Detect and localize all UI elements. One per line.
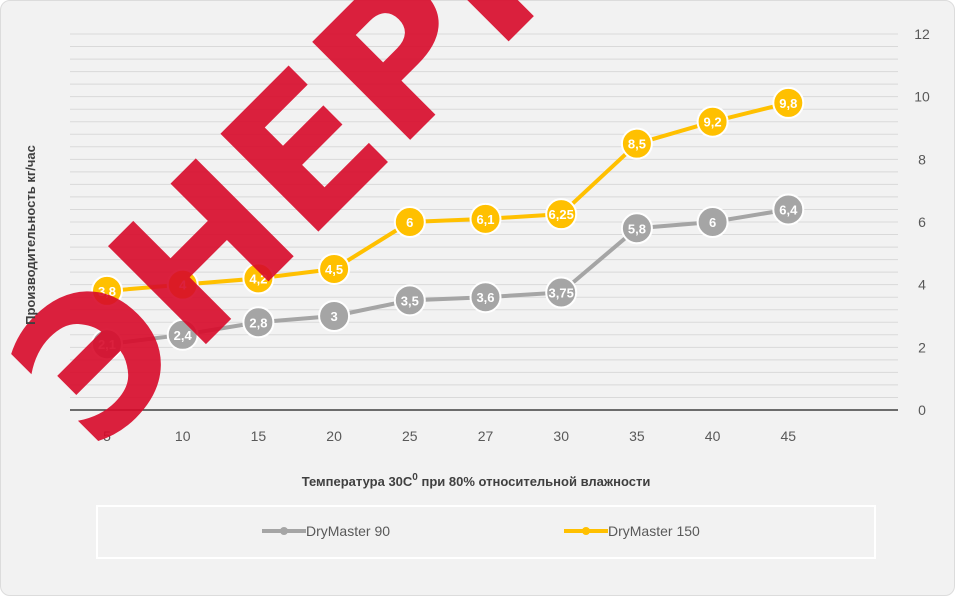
series-line	[106, 207, 789, 347]
legend-box	[96, 505, 876, 559]
x-tick-label: 27	[478, 428, 494, 444]
data-point	[318, 300, 351, 332]
data-point	[545, 276, 578, 309]
x-axis-ticks: 5 10 15 20 25 27 30 35 40 45	[103, 428, 796, 444]
y-tick-label: 10	[914, 89, 930, 105]
data-label: 9,8	[779, 96, 797, 111]
x-tick-label: 15	[251, 428, 267, 444]
x-tick-label: 30	[553, 428, 569, 444]
data-label: 3,8	[98, 284, 116, 299]
legend: DryMaster 90 DryMaster 150	[96, 505, 876, 559]
y-tick-label: 8	[918, 151, 926, 167]
data-label: 6,25	[549, 207, 574, 222]
data-point	[242, 306, 275, 339]
y-tick-label: 12	[914, 26, 930, 42]
legend-label: DryMaster 150	[608, 523, 700, 539]
data-label: 6	[709, 215, 716, 230]
watermark: ЭНЕРГ	[0, 0, 614, 487]
data-point	[166, 318, 199, 351]
x-tick-label: 35	[629, 428, 645, 444]
data-label: 6,1	[476, 212, 494, 227]
legend-label: DryMaster 90	[306, 523, 390, 539]
legend-marker	[582, 527, 590, 535]
y-axis-title: Производительность кг/час	[23, 145, 38, 325]
data-label: 3	[330, 309, 337, 324]
data-point	[620, 212, 653, 245]
data-point	[166, 268, 199, 301]
y-tick-label: 2	[918, 339, 926, 355]
series-1: 2,1 2,4 2,8 3 3,5 3,6 3,75 5,8 6 6,4	[91, 193, 805, 361]
data-label: 3,5	[401, 293, 419, 308]
series-2: 3,8 4 4,2 4,5 6 6,1 6,25 8,5 9,2 9,8	[91, 86, 805, 307]
data-point	[696, 206, 729, 238]
data-label: 2,1	[98, 337, 116, 352]
data-label: 3,75	[549, 286, 574, 301]
x-axis-title: Температура 30С0 при 80% относительной в…	[302, 472, 651, 489]
legend-marker	[280, 527, 288, 535]
data-point	[545, 198, 578, 231]
x-axis-title-main: Температура 30С	[302, 474, 413, 489]
data-point	[91, 328, 123, 361]
series-line	[106, 100, 789, 293]
x-axis-title-suffix: при 80% относительной влажности	[418, 474, 650, 489]
x-tick-label: 25	[402, 428, 418, 444]
data-point	[620, 127, 653, 160]
data-point	[393, 206, 426, 238]
data-label: 4	[179, 278, 187, 293]
x-tick-label: 10	[175, 428, 191, 444]
x-tick-label: 5	[103, 428, 111, 444]
data-label: 6	[406, 215, 413, 230]
data-label: 6,4	[779, 202, 798, 217]
y-tick-label: 0	[918, 402, 926, 418]
data-point	[772, 86, 805, 119]
data-label: 8,5	[628, 137, 646, 152]
data-point	[242, 262, 275, 295]
data-label: 9,2	[704, 115, 722, 130]
data-point	[469, 281, 502, 314]
y-axis-ticks: 0 2 4 6 8 10 12	[914, 26, 930, 418]
x-axis-title-superscript: 0	[412, 472, 418, 483]
data-label: 2,4	[174, 328, 193, 343]
data-label: 5,8	[628, 221, 646, 236]
data-point	[469, 202, 502, 235]
x-tick-label: 20	[326, 428, 342, 444]
x-tick-label: 45	[781, 428, 797, 444]
data-point	[91, 274, 123, 307]
data-label: 3,6	[476, 290, 494, 305]
data-point	[393, 284, 426, 317]
data-point	[772, 193, 805, 226]
series-group: 2,1 2,4 2,8 3 3,5 3,6 3,75 5,8 6 6,4 3,8 4 4,2 4,5 6 6,…	[91, 86, 805, 361]
data-label: 4,5	[325, 262, 343, 277]
watermark-text: ЭНЕРГ	[0, 0, 614, 487]
data-point	[696, 105, 729, 138]
x-tick-label: 40	[705, 428, 721, 444]
y-tick-label: 4	[918, 277, 926, 293]
data-label: 4,2	[249, 271, 267, 286]
data-label: 2,8	[249, 315, 267, 330]
y-tick-label: 6	[918, 214, 926, 230]
data-point	[318, 253, 351, 285]
